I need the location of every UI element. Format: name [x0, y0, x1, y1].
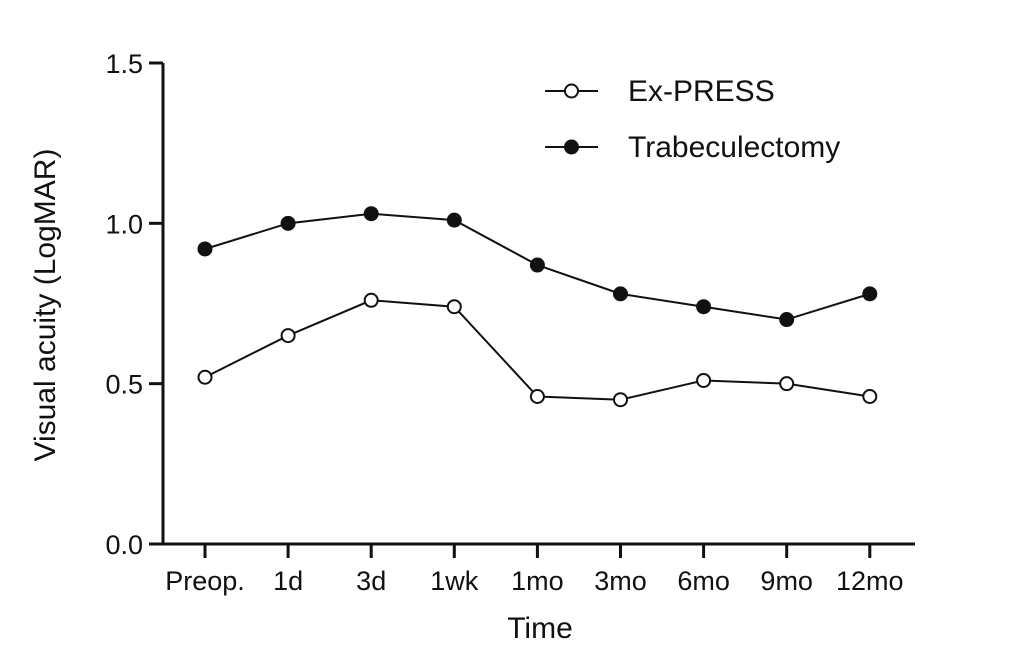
y-tick-label: 1.5: [105, 49, 143, 79]
data-point-filled: [613, 286, 628, 302]
series-ex-press: [197, 292, 878, 408]
x-tick-label: 1wk: [430, 566, 479, 596]
data-point-filled: [862, 286, 878, 302]
series-trabeculectomy: [197, 206, 878, 328]
data-point-open: [613, 392, 628, 408]
x-tick-label: 6mo: [677, 566, 730, 596]
data-point-open: [529, 388, 545, 404]
data-point-open: [363, 292, 379, 308]
data-point-filled: [779, 312, 795, 328]
x-tick-label: 3mo: [594, 566, 647, 596]
x-tick-label: 3d: [356, 566, 386, 596]
legend-label: Ex-PRESS: [628, 75, 775, 108]
x-tick-label: 12mo: [836, 566, 904, 596]
x-axis-title: Time: [507, 612, 573, 645]
legend-label: Trabeculectomy: [628, 131, 840, 164]
data-point-filled: [363, 206, 379, 222]
series-layer: [197, 206, 878, 408]
y-tick-label: 0.0: [105, 530, 143, 560]
data-point-filled: [446, 212, 462, 228]
legend-marker-open: [564, 83, 579, 99]
data-point-filled: [280, 215, 296, 231]
data-point-open: [696, 372, 712, 388]
x-tick-label: Preop.: [165, 566, 245, 596]
data-point-open: [779, 376, 795, 392]
x-tick-label: 1mo: [511, 566, 564, 596]
series-line: [204, 299, 870, 401]
x-tick-label: 9mo: [760, 566, 813, 596]
data-point-open: [197, 369, 213, 385]
data-point-open: [446, 299, 462, 315]
legend-marker-filled: [564, 139, 579, 155]
y-tick-label: 0.5: [105, 370, 143, 400]
y-tick-label: 1.0: [105, 209, 143, 239]
ticks: 0.0 0.5 1.0 1.5 Preop. 1d 3d 1wk 1mo 3mo 6mo 9mo 12m…: [105, 49, 903, 596]
y-axis-title: Visual acuity (LogMAR): [29, 149, 62, 462]
data-point-filled: [696, 299, 712, 315]
data-point-filled: [529, 257, 545, 273]
data-point-filled: [197, 241, 213, 257]
data-point-open: [862, 388, 878, 404]
data-point-open: [280, 328, 296, 344]
legend: Ex-PRESS Trabeculectomy: [545, 75, 840, 164]
x-tick-label: 1d: [273, 566, 303, 596]
